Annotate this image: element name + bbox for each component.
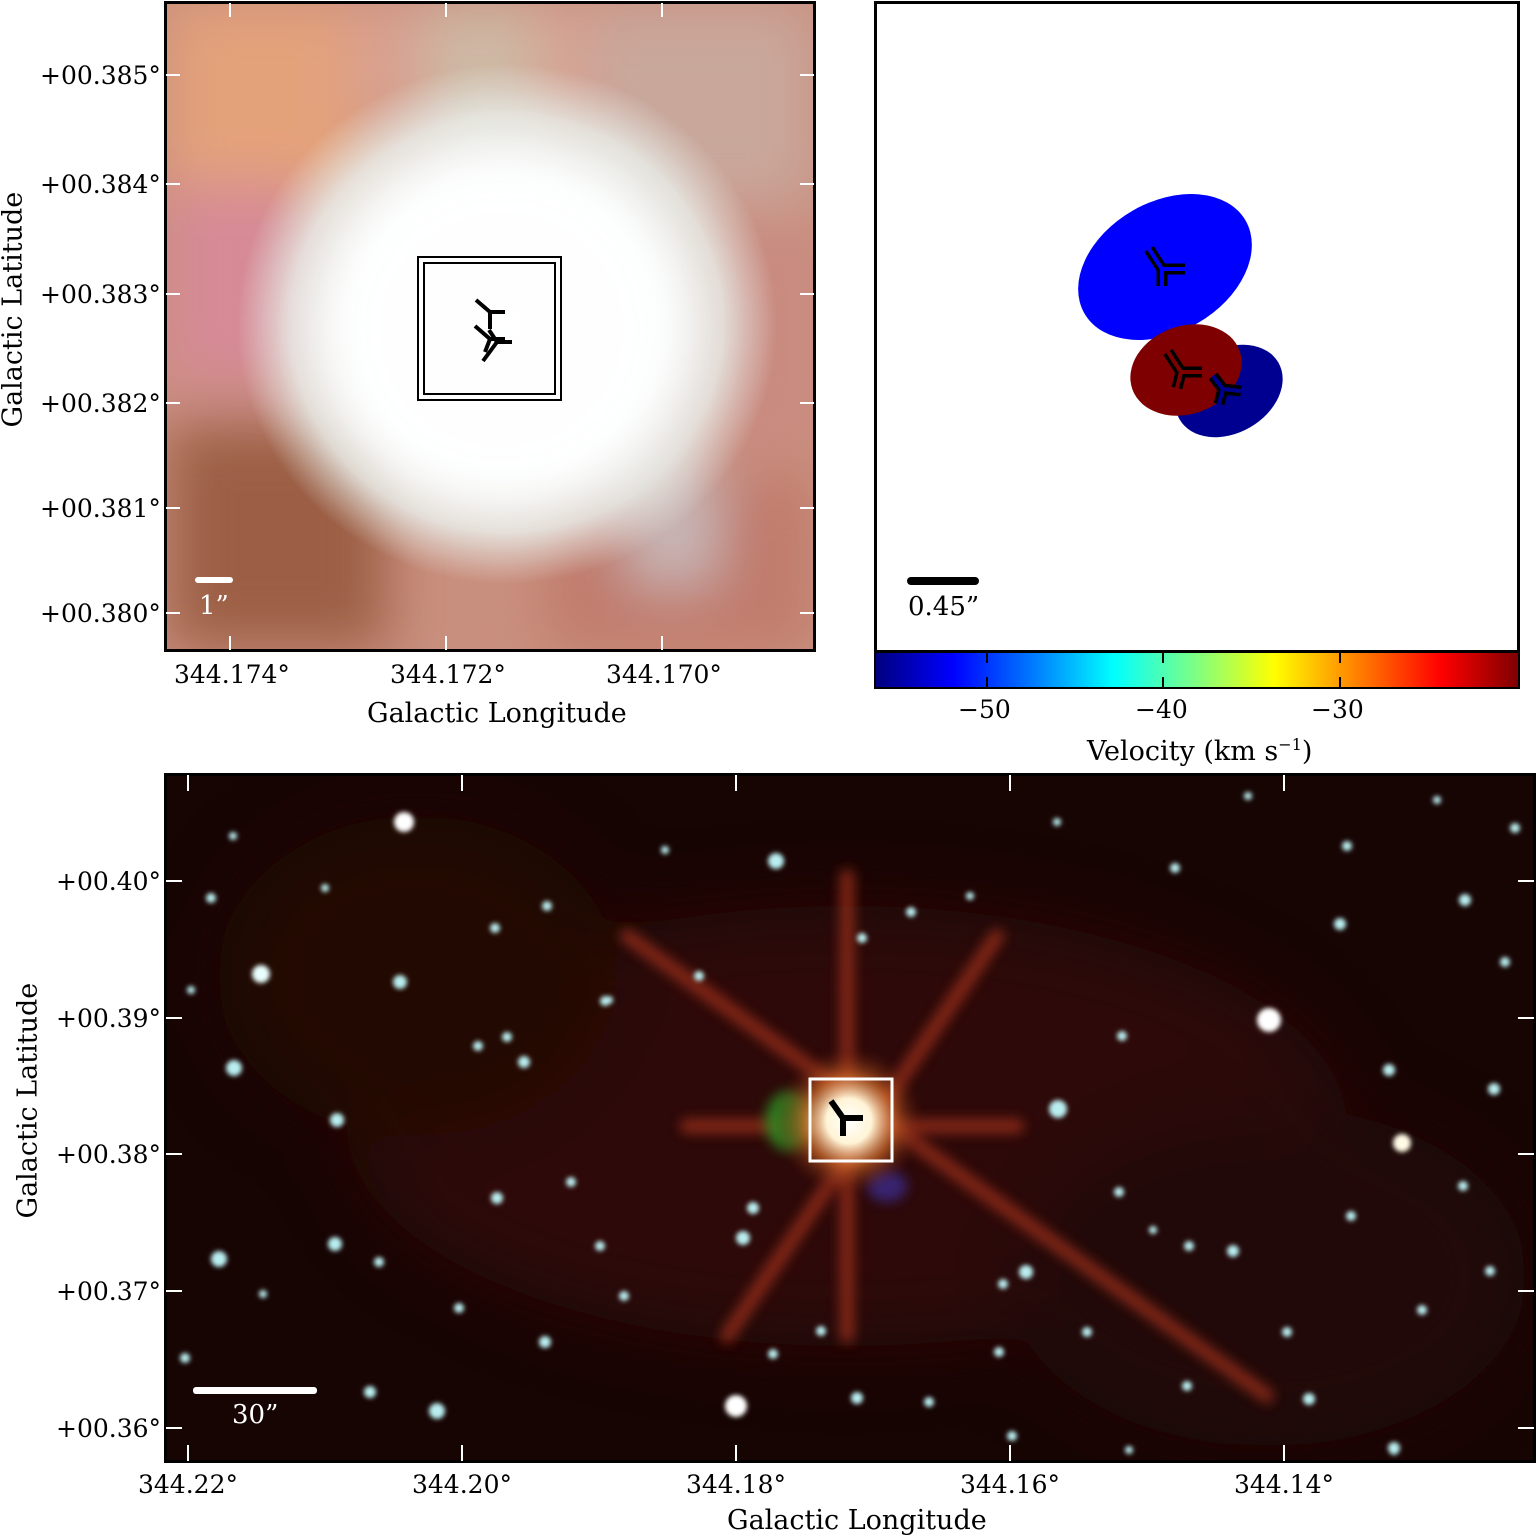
maser-scale-bar: [907, 577, 979, 585]
wide-y-tick-3: +00.37°: [56, 1277, 162, 1306]
zoom-x-tick-2: 344.170°: [606, 660, 722, 689]
wide-y-tick-1: +00.39°: [56, 1004, 162, 1033]
field-stars: [180, 792, 1520, 1455]
wide-scale-bar: [193, 1387, 317, 1394]
colorbar-ticks: [986, 653, 1341, 687]
wide-y-tick-2: +00.38°: [56, 1140, 162, 1169]
zoom-region-box: [417, 256, 562, 401]
maser-markers: [473, 298, 512, 363]
colorbar-tick-1: −40: [1135, 695, 1188, 724]
wide-x-tick-2: 344.18°: [686, 1470, 786, 1499]
zoom-y-tick-5: +00.380°: [40, 599, 161, 628]
wide-x-tick-1: 344.20°: [412, 1470, 512, 1499]
zoom-image: [167, 4, 813, 649]
colorbar-tick-0: −50: [958, 695, 1011, 724]
colorbar-title: Velocity (km s−1): [1087, 735, 1312, 767]
zoom-x-tick-0: 344.174°: [174, 660, 290, 689]
colorbar-title-sup: −1: [1278, 735, 1302, 754]
wide-y-axis-title: Galactic Latitude: [12, 982, 44, 1219]
zoom-image-panel: 1”: [164, 1, 816, 652]
zoom-y-tick-1: +00.384°: [40, 170, 161, 199]
wide-x-tick-4: 344.14°: [1234, 1470, 1334, 1499]
wide-field-panel: 30”: [164, 773, 1536, 1463]
zoom-scale-bar: [195, 577, 233, 583]
wide-x-tick-3: 344.16°: [960, 1470, 1060, 1499]
colorbar-title-text: Velocity (km s: [1087, 736, 1279, 767]
wide-scale-label: 30”: [232, 1400, 279, 1430]
colorbar-title-end: ): [1301, 736, 1313, 767]
zoom-image-ticks: [166, 3, 814, 650]
maser-velocity-panel: 0.45”: [874, 1, 1520, 653]
zoom-scale-label: 1”: [199, 591, 229, 621]
wide-x-tick-0: 344.22°: [138, 1470, 238, 1499]
zoom-y-tick-4: +00.381°: [40, 494, 161, 523]
zoom-x-tick-1: 344.172°: [390, 660, 506, 689]
target-region-box: [808, 1077, 894, 1163]
wide-y-tick-0: +00.40°: [56, 867, 162, 896]
zoom-y-tick-2: +00.383°: [40, 280, 161, 309]
velocity-colorbar: [874, 651, 1520, 689]
wide-x-axis-title: Galactic Longitude: [727, 1505, 987, 1536]
maser-scale-label: 0.45”: [908, 592, 980, 622]
target-marker: [828, 1099, 863, 1136]
zoom-x-axis-title: Galactic Longitude: [367, 698, 627, 729]
maser-ellipses: [1078, 193, 1283, 438]
wide-y-tick-4: +00.36°: [56, 1414, 162, 1443]
zoom-y-tick-0: +00.385°: [40, 61, 161, 90]
colorbar-tick-2: −30: [1311, 695, 1364, 724]
zoom-y-tick-3: +00.382°: [40, 389, 161, 418]
wide-field-image: [167, 776, 1533, 1460]
